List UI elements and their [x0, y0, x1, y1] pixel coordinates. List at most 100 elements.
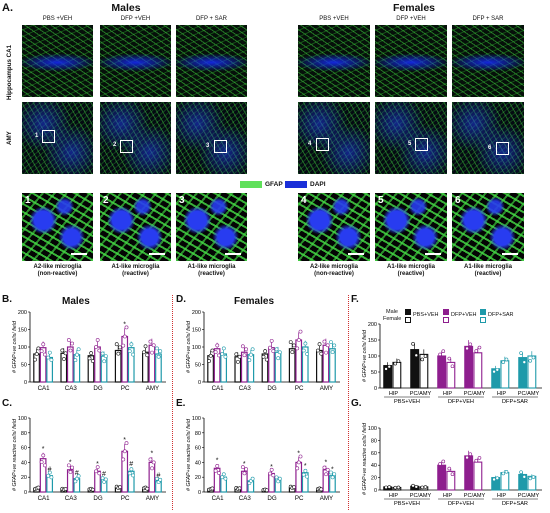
data-point-b [150, 350, 154, 355]
data-point-d [264, 357, 269, 362]
data-point-d [296, 338, 301, 342]
data-point-e [292, 485, 296, 490]
data-point-e [220, 475, 225, 480]
data-point-b [116, 351, 121, 356]
inset-box-4 [316, 138, 329, 151]
data-point-e [271, 473, 276, 478]
micrograph-female-dfp-amy: 5 [375, 102, 447, 174]
x-tick-label-e: AMY [320, 495, 333, 502]
data-point-b [63, 351, 68, 356]
data-point-d [244, 347, 249, 352]
data-point-e [330, 475, 335, 480]
data-point-f [501, 360, 506, 364]
data-point-b [36, 346, 41, 351]
data-point-f [492, 369, 496, 374]
x-tick-label-c: AMY [146, 495, 159, 502]
data-point-c [73, 479, 78, 484]
y-tick-label-f: 150 [368, 338, 377, 344]
bar-b [127, 347, 135, 383]
inset-box-3 [214, 140, 227, 153]
data-point-c [47, 470, 52, 475]
y-tick-label-f: 50 [371, 370, 377, 376]
data-point-g [531, 475, 536, 479]
data-point-d [290, 350, 295, 354]
y-tick-label-f: 0 [374, 386, 377, 392]
y-tick-label-f: 100 [368, 354, 377, 360]
y-tick-label-b: 0 [24, 380, 27, 386]
x-tick-label-g: PC/AMY [464, 493, 486, 499]
data-point-e [240, 465, 245, 470]
legend-sar-female-swatch [480, 317, 486, 323]
data-point-e [264, 488, 269, 493]
data-point-d [271, 349, 276, 354]
group-label-g: DFP+SAR [502, 501, 528, 507]
data-point-g [528, 476, 533, 481]
data-point-g [477, 456, 482, 460]
y-tick-label-e: 40 [195, 460, 201, 466]
data-point-e [276, 479, 281, 484]
data-point-d [261, 354, 266, 359]
significance-mark-e: * [216, 458, 219, 465]
data-point-d [236, 359, 240, 364]
significance-mark-c: # [48, 466, 52, 473]
legend-dfp-female-swatch [443, 317, 449, 323]
y-tick-label-d: 100 [192, 345, 201, 351]
zoom-panel-4: 4 [298, 193, 370, 261]
y-tick-label-e: 80 [195, 431, 201, 437]
data-point-b [60, 348, 65, 353]
y-tick-label-g: 80 [371, 438, 377, 444]
y-axis-label-c: # GFAP+ve reactive cells/ field [12, 418, 18, 491]
data-point-c [122, 449, 127, 454]
data-point-b [41, 342, 46, 347]
data-point-d [301, 348, 306, 353]
significance-mark-c: # [156, 473, 160, 480]
data-point-c [100, 476, 105, 481]
data-point-e [298, 454, 303, 459]
micrograph-female-pbs-ca1 [298, 25, 370, 97]
data-point-f [531, 355, 536, 360]
data-point-b [68, 348, 73, 353]
x-tick-label-b: CA1 [38, 385, 51, 392]
data-point-d [276, 356, 281, 361]
data-point-c [43, 463, 47, 468]
data-point-b [129, 342, 134, 347]
y-tick-label-e: 60 [195, 446, 201, 452]
y-tick-label-b: 200 [18, 310, 27, 316]
micrograph-female-pbs-amy: 4 [298, 102, 370, 174]
x-tick-label-f: PC/AMY [464, 391, 486, 397]
data-point-f [384, 367, 388, 371]
row-label-amy: AMY [6, 131, 13, 145]
micrograph-male-dfp-ca1 [100, 25, 171, 97]
y-tick-label-c: 60 [21, 446, 27, 452]
data-point-b [39, 349, 44, 354]
significance-mark-e: * [325, 459, 328, 466]
inset-box-6 [496, 142, 509, 155]
significance-mark-c: * [69, 459, 72, 466]
legend-pbs-label: PBS+VEH [413, 312, 439, 318]
data-point-c [90, 487, 95, 492]
data-point-d [247, 358, 252, 363]
bar-f [410, 349, 420, 389]
data-point-e [332, 472, 337, 476]
data-point-b [118, 345, 122, 350]
data-point-g [492, 477, 496, 482]
significance-mark-c: # [75, 470, 79, 477]
significance-mark-c: * [96, 461, 99, 468]
y-tick-label-g: 60 [371, 451, 377, 457]
micrograph-male-pbs-amy: 1 [22, 102, 93, 174]
y-tick-label-g: 40 [371, 463, 377, 469]
data-point-f [441, 349, 446, 354]
legend-sar-male-swatch [480, 309, 486, 315]
significance-mark-e: * [243, 461, 246, 468]
data-point-c [118, 485, 122, 490]
micrograph-female-sar-amy: 6 [452, 102, 524, 174]
y-tick-label-g: 20 [371, 476, 377, 482]
significance-mark-c: # [129, 461, 133, 468]
micrograph-female-dfp-ca1 [375, 25, 447, 97]
data-point-b [75, 352, 79, 357]
data-point-e [295, 466, 300, 471]
data-point-c [95, 465, 100, 470]
zoom-panel-1: 1 [22, 193, 93, 261]
data-point-b [66, 338, 71, 342]
chart-f: 0 50 100 150 200# GFAP+ve cells/ field HIP PC/… [362, 322, 542, 405]
